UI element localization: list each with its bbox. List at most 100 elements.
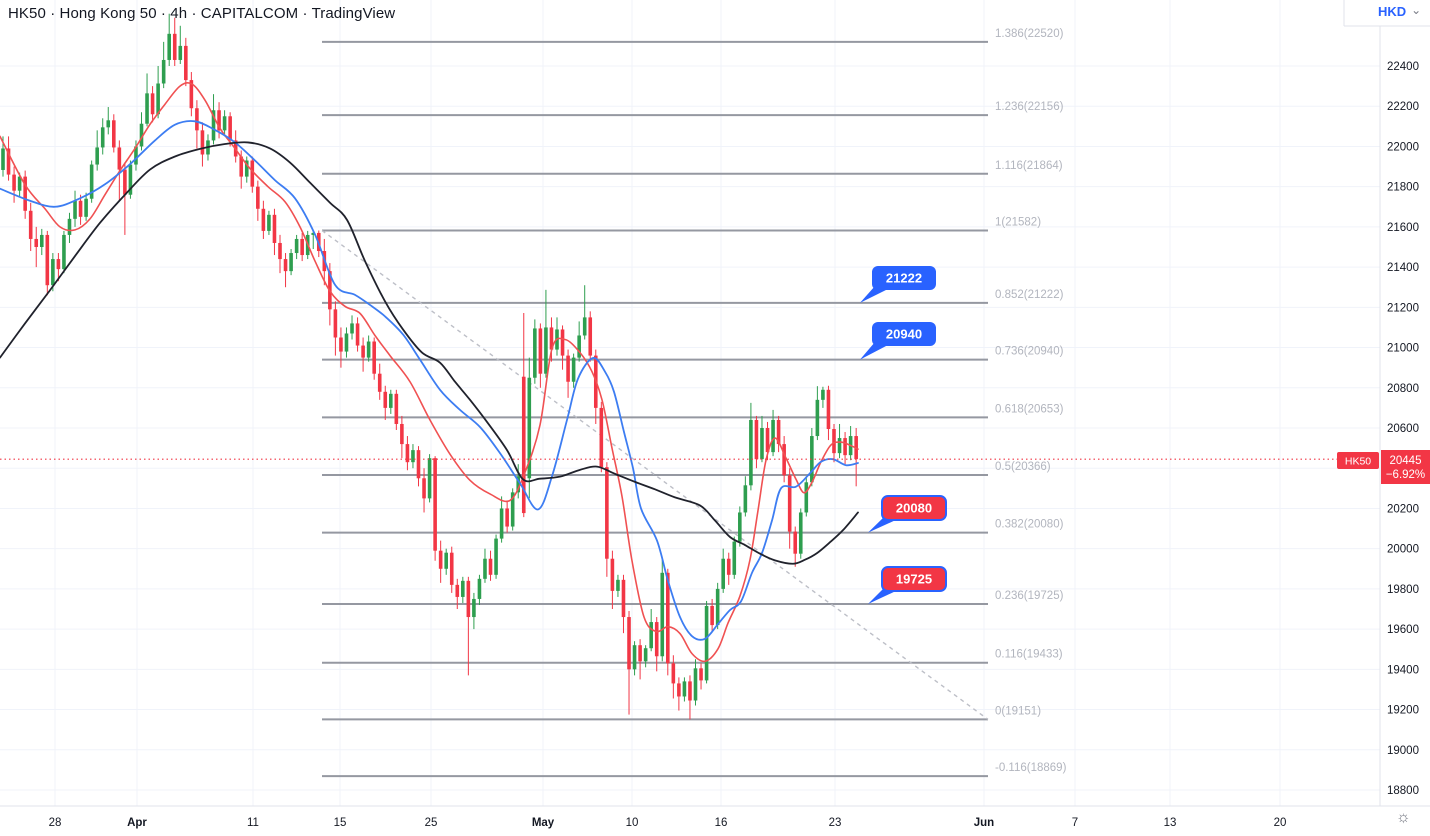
symbol-price-flag: HK50 <box>1337 452 1379 469</box>
candle-body <box>228 116 232 141</box>
price-axis-label: 20000 <box>1387 544 1419 556</box>
time-axis-label: 10 <box>626 817 639 829</box>
candle-body <box>649 622 653 649</box>
chart-title: HK50 · Hong Kong 50 · 4h · CAPITALCOM · … <box>8 5 395 22</box>
candle-body <box>28 210 33 239</box>
candle-body <box>760 428 764 460</box>
price-axis-label: 21200 <box>1387 302 1419 314</box>
candle-body <box>472 598 476 618</box>
symbol-flag-label: HK50 <box>1345 456 1371 468</box>
candle-body <box>804 482 809 513</box>
price-axis[interactable]: 22400 22200 22000 21800 21600 21400 21200 21000… <box>1387 61 1419 797</box>
callout-box[interactable] <box>872 266 936 290</box>
callout-box[interactable] <box>881 566 947 592</box>
price-axis-label: 19200 <box>1387 705 1419 717</box>
candle-body <box>211 110 216 141</box>
candle-body <box>283 259 288 272</box>
callout-box[interactable] <box>881 495 947 521</box>
fib-level-label: 0.382(20080) <box>995 519 1064 531</box>
candle-body <box>444 552 448 569</box>
candle-body <box>150 93 155 115</box>
candle-body <box>477 578 482 599</box>
fib-level-label: 0.618(20653) <box>995 403 1064 415</box>
candle-body <box>289 253 293 272</box>
candle-body <box>488 558 493 575</box>
fib-level-label: 0(19151) <box>995 705 1041 717</box>
time-axis-label: 23 <box>829 817 842 829</box>
price-scale-settings-icon[interactable]: ☼ <box>1396 809 1411 826</box>
candle-body <box>521 376 526 514</box>
fib-level-label: 1.386(22520) <box>995 28 1064 40</box>
price-callouts[interactable]: 21222 20940 20080 19725 <box>860 266 947 604</box>
candle-body <box>821 389 825 400</box>
candle-body <box>156 83 160 115</box>
candle-body <box>23 176 27 211</box>
time-axis-label: 13 <box>1164 817 1177 829</box>
price-axis-label: 19600 <box>1387 624 1419 636</box>
ma-mid-line <box>0 120 859 641</box>
fib-level-label: 1.236(22156) <box>995 101 1064 113</box>
time-axis[interactable]: 28 Apr 11 15 25 May 10 16 23 Jun 7 13 20 <box>49 817 1287 829</box>
price-axis-label: 20200 <box>1387 503 1419 515</box>
fib-level-label: 0.852(21222) <box>995 289 1064 301</box>
candle-body <box>161 59 166 84</box>
candle-body <box>389 393 393 408</box>
candle-body <box>726 558 731 575</box>
candle-body <box>67 218 72 235</box>
candle-body <box>106 120 111 128</box>
candle-body <box>632 645 637 670</box>
callout-price-label: 20080 <box>896 501 932 516</box>
candle-body <box>39 234 44 247</box>
ma-fast-line <box>0 82 859 663</box>
fib-level-label: 0.5(20366) <box>995 461 1051 473</box>
time-axis-label: 15 <box>334 817 347 829</box>
candle-body <box>693 668 698 701</box>
candle-body <box>1 148 5 170</box>
time-axis-label: 7 <box>1072 817 1078 829</box>
price-axis-label: 20600 <box>1387 423 1419 435</box>
candle-body <box>643 648 648 662</box>
candle-body <box>754 419 759 460</box>
candle-body <box>123 169 127 195</box>
candle-body <box>771 419 775 453</box>
candle-body <box>56 259 61 270</box>
chevron-down-icon: ⌄ <box>1411 2 1422 17</box>
time-axis-label: Jun <box>974 817 994 829</box>
candle-body <box>732 541 737 575</box>
time-axis-label: 11 <box>247 817 259 829</box>
candle-body <box>815 399 820 437</box>
chart-title-text: HK50 · Hong Kong 50 · 4h · CAPITALCOM · … <box>8 5 396 22</box>
candle-body <box>405 444 410 463</box>
candle-body <box>510 492 515 527</box>
callout-box[interactable] <box>872 322 936 346</box>
candle-body <box>505 508 509 527</box>
currency-selector[interactable]: HKD ⌄ <box>1378 2 1422 20</box>
price-axis-label: 22400 <box>1387 61 1419 73</box>
candle-body <box>837 438 842 454</box>
candle-body <box>361 345 365 358</box>
candle-body <box>721 558 725 589</box>
candle-body <box>256 186 260 209</box>
price-axis-label: 21400 <box>1387 262 1419 274</box>
candle-body <box>582 317 587 336</box>
candle-body <box>134 146 138 165</box>
candle-body <box>704 605 709 681</box>
fib-level-label: 0.736(20940) <box>995 346 1064 358</box>
candle-body <box>73 200 77 219</box>
candle-body <box>798 512 803 554</box>
candle-body <box>278 242 282 260</box>
candle-body <box>89 164 94 199</box>
candle-body <box>610 558 615 591</box>
time-axis-label: 25 <box>425 817 438 829</box>
ma-slow-line <box>0 141 859 565</box>
candle-body <box>494 538 498 575</box>
candle-body <box>339 337 343 352</box>
candle-body <box>344 333 349 352</box>
time-axis-label: 16 <box>715 817 728 829</box>
candle-body <box>311 232 316 235</box>
candle-body <box>200 130 205 155</box>
candle-body <box>438 550 443 569</box>
fib-retracement[interactable]: 1.386(22520) 1.236(22156) 1.116(21864) 1(21… <box>321 28 1067 778</box>
current-price-badge: 20445 −6.92% <box>1381 450 1430 484</box>
